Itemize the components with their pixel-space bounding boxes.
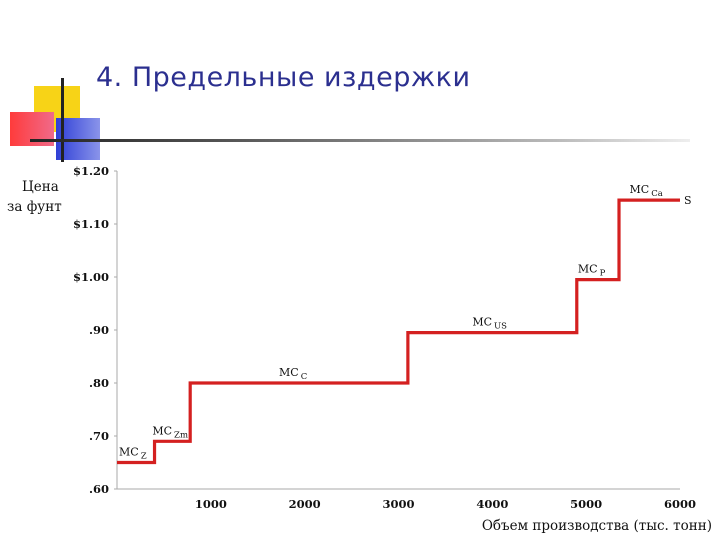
y-axis-label-line-2: за фунт bbox=[7, 199, 62, 215]
x-tick-label: 3000 bbox=[382, 497, 414, 511]
step-label-mc-c: MC C bbox=[279, 366, 307, 382]
step-label-mc-ca: MC Ca bbox=[630, 183, 663, 199]
y-tick-label: .70 bbox=[89, 429, 109, 443]
y-tick-label: .80 bbox=[89, 376, 109, 390]
supply-label: S bbox=[684, 194, 692, 207]
step-label-mc-us: MC US bbox=[472, 316, 507, 332]
step-label-mc-p: MC P bbox=[578, 263, 606, 279]
supply-step-line bbox=[117, 198, 680, 465]
y-axis-label-line-1: Цена bbox=[22, 179, 59, 195]
x-tick-label: 4000 bbox=[476, 497, 508, 511]
x-tick-label: 6000 bbox=[664, 497, 696, 511]
y-tick-label: $1.20 bbox=[73, 164, 109, 178]
x-tick-label: 5000 bbox=[570, 497, 602, 511]
x-axis-label: Объем производства (тыс. тонн) bbox=[482, 518, 712, 534]
y-tick-label: .90 bbox=[89, 323, 109, 337]
x-tick-label: 2000 bbox=[289, 497, 321, 511]
y-tick-label: .60 bbox=[89, 482, 109, 496]
y-tick-label: $1.10 bbox=[73, 217, 109, 231]
y-tick-label: $1.00 bbox=[73, 270, 109, 284]
decor-vertical-line bbox=[61, 78, 64, 162]
step-label-mc-zm: MC Zm bbox=[152, 424, 188, 440]
x-tick-label: 1000 bbox=[195, 497, 227, 511]
title-underline bbox=[30, 139, 690, 142]
slide-title: 4. Предельные издержки bbox=[96, 62, 471, 93]
step-label-mc-z: MC Z bbox=[119, 446, 147, 462]
